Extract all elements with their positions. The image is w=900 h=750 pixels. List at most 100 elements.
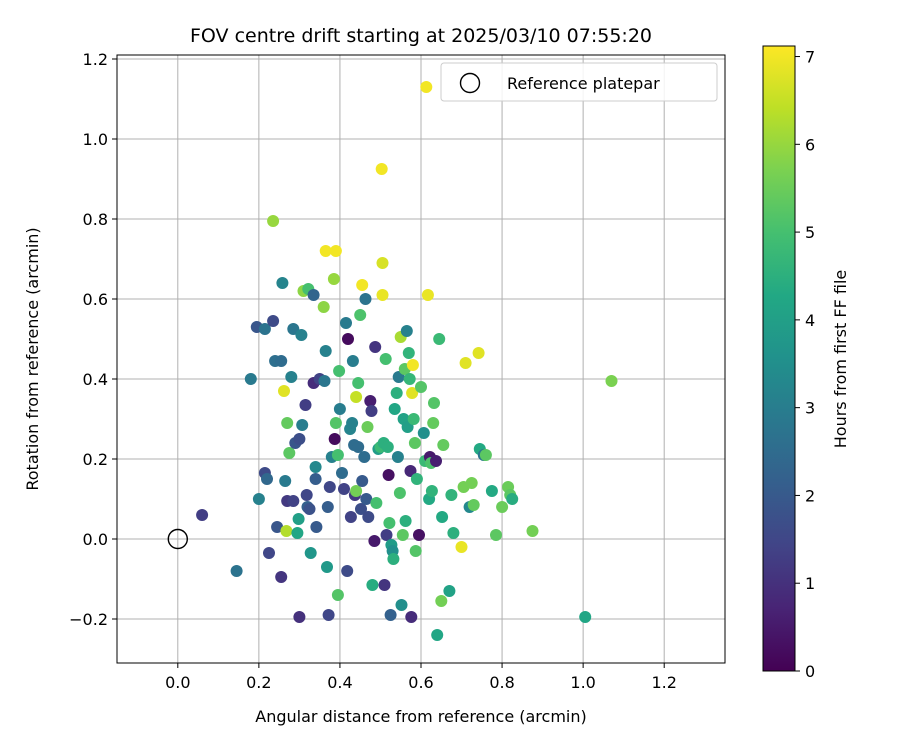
y-axis-ticks: −0.2 0.0 0.2 0.4 0.6 0.8 1.0 1.2 (69, 50, 117, 629)
data-point (327, 273, 340, 285)
x-axis-ticks: 0.0 0.2 0.4 0.6 0.8 1.0 1.2 (165, 663, 677, 692)
y-tick-label: 0.4 (83, 370, 108, 389)
y-axis-label: Rotation from reference (arcmin) (23, 227, 42, 490)
data-point (526, 525, 539, 537)
data-point (605, 375, 618, 387)
data-point (405, 611, 418, 623)
data-point (391, 451, 404, 463)
x-tick-label: 0.2 (246, 673, 271, 692)
data-point (287, 495, 300, 507)
data-point (413, 529, 425, 541)
data-point (425, 485, 438, 497)
data-point (354, 309, 367, 321)
data-point (369, 341, 382, 353)
chart-title: FOV centre drift starting at 2025/03/10 … (190, 25, 652, 47)
data-point (360, 493, 373, 505)
data-point (370, 497, 383, 509)
x-tick-label: 1.2 (651, 673, 676, 692)
x-tick-label: 0.4 (327, 673, 352, 692)
data-point (358, 451, 371, 463)
data-point (333, 365, 346, 377)
colorbar-tick-label: 3 (805, 399, 815, 418)
data-point (304, 547, 317, 559)
x-tick-label: 0.6 (408, 673, 433, 692)
data-point (435, 595, 448, 607)
data-point (321, 561, 333, 573)
data-point (366, 579, 379, 591)
data-point (383, 517, 396, 529)
colorbar-ticks: 0 1 2 3 4 5 6 7 (795, 48, 815, 681)
data-point (400, 325, 413, 337)
data-point (356, 279, 369, 291)
y-tick-label: 0.6 (83, 290, 108, 309)
data-point (336, 467, 348, 479)
data-point (300, 489, 313, 501)
data-point (445, 489, 458, 501)
data-point (356, 475, 369, 487)
data-point (395, 599, 408, 611)
data-point (244, 373, 257, 385)
data-point (376, 289, 389, 301)
data-point (455, 541, 468, 553)
data-point (415, 381, 427, 393)
data-point (331, 449, 344, 461)
data-point (433, 333, 446, 345)
data-point (267, 215, 280, 227)
data-point (376, 257, 389, 269)
data-point (344, 511, 357, 523)
data-point (322, 609, 335, 621)
data-point (403, 373, 416, 385)
data-point (342, 333, 354, 345)
data-point (420, 81, 433, 93)
colorbar: 0 1 2 3 4 5 6 7 Hours from first FF file (762, 45, 850, 681)
data-point (382, 469, 395, 481)
data-point (328, 433, 341, 445)
data-point (293, 433, 306, 445)
data-point (384, 609, 397, 621)
data-point (479, 449, 492, 461)
data-point (355, 503, 367, 515)
data-point (303, 503, 316, 515)
data-point (406, 387, 419, 399)
data-point (296, 419, 309, 431)
y-tick-label: 1.2 (83, 50, 108, 69)
data-point (271, 521, 284, 533)
data-point (380, 529, 393, 541)
legend-box (440, 62, 718, 102)
data-point (329, 245, 342, 257)
data-point (361, 421, 374, 433)
x-tick-label: 0.0 (165, 673, 190, 692)
data-point (333, 403, 346, 415)
legend: Reference platepar (440, 62, 718, 102)
y-tick-label: 0.8 (83, 210, 108, 229)
data-point (340, 317, 352, 329)
data-point (431, 629, 444, 641)
y-tick-label: 1.0 (83, 130, 108, 149)
data-point (278, 385, 290, 397)
colorbar-gradient (762, 45, 796, 672)
data-point (387, 553, 400, 565)
x-axis-label: Angular distance from reference (arcmin) (255, 707, 586, 726)
data-point (459, 357, 472, 369)
data-point (427, 417, 440, 429)
y-tick-label: −0.2 (69, 610, 108, 629)
legend-label: Reference platepar (507, 74, 660, 93)
scatter-points (196, 81, 618, 641)
data-point (362, 511, 375, 523)
data-point (417, 427, 430, 439)
data-point (230, 565, 243, 577)
data-point (496, 501, 509, 513)
colorbar-tick-label: 2 (805, 486, 815, 505)
data-point (321, 501, 334, 513)
data-point (364, 395, 377, 407)
data-point (393, 487, 406, 499)
data-point (579, 611, 592, 623)
x-tick-label: 0.8 (489, 673, 514, 692)
data-point (293, 611, 306, 623)
data-point (410, 473, 423, 485)
data-point (436, 511, 449, 523)
data-point (279, 475, 292, 487)
data-point (465, 477, 478, 489)
data-point (404, 465, 417, 477)
